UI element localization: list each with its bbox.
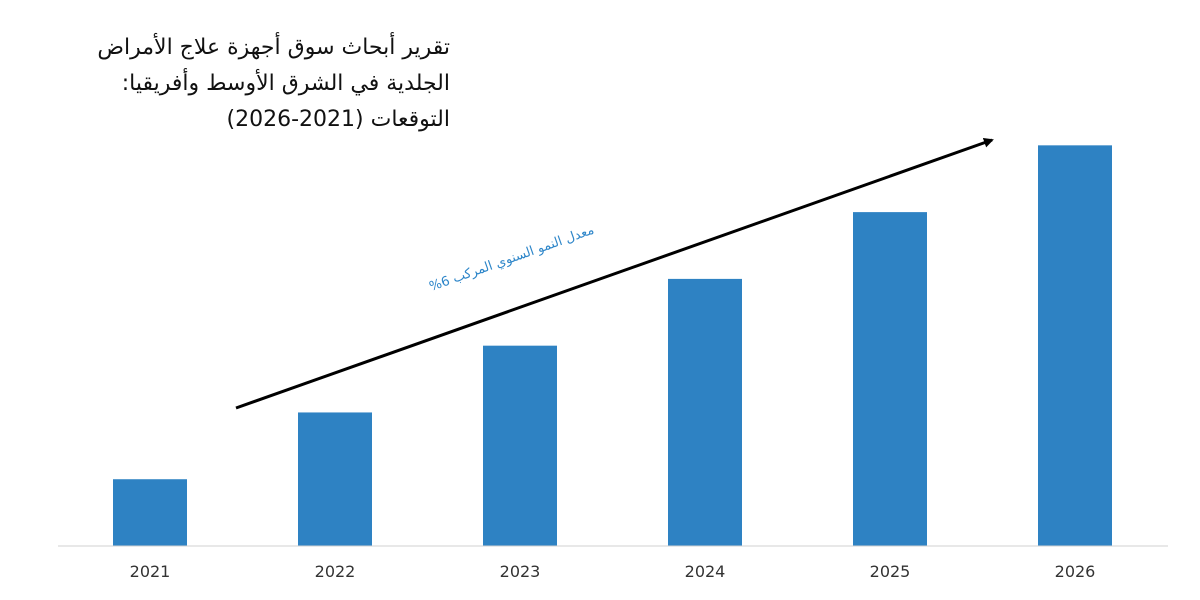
cagr-annotation: معدل النمو السنوي المركب 6% xyxy=(428,223,597,295)
chart-title: تقرير أبحاث سوق أجهزة علاج الأمراض الجلد… xyxy=(30,30,450,138)
bar-2023 xyxy=(483,345,557,546)
growth-trend-arrow xyxy=(235,137,994,410)
x-tick-label-2022: 2022 xyxy=(315,562,356,581)
x-tick-labels: 2021 2022 2023 2024 2025 2026 xyxy=(130,562,1096,581)
bar-2021 xyxy=(113,479,187,546)
chart-title-line-1: تقرير أبحاث سوق أجهزة علاج الأمراض xyxy=(97,35,450,60)
chart-title-line-3: التوقعات (2021-2026) xyxy=(226,107,451,132)
bar-2025 xyxy=(853,212,927,546)
x-tick-label-2021: 2021 xyxy=(130,562,171,581)
bar-2022 xyxy=(298,412,372,546)
x-tick-label-2024: 2024 xyxy=(685,562,726,581)
x-tick-label-2025: 2025 xyxy=(870,562,911,581)
x-tick-label-2023: 2023 xyxy=(500,562,541,581)
chart-title-line-2: الجلدية في الشرق الأوسط وأفريقيا: xyxy=(121,71,450,96)
bar-2026 xyxy=(1038,145,1112,546)
x-tick-label-2026: 2026 xyxy=(1055,562,1096,581)
bar-2024 xyxy=(668,278,742,546)
bars-group xyxy=(113,145,1112,546)
